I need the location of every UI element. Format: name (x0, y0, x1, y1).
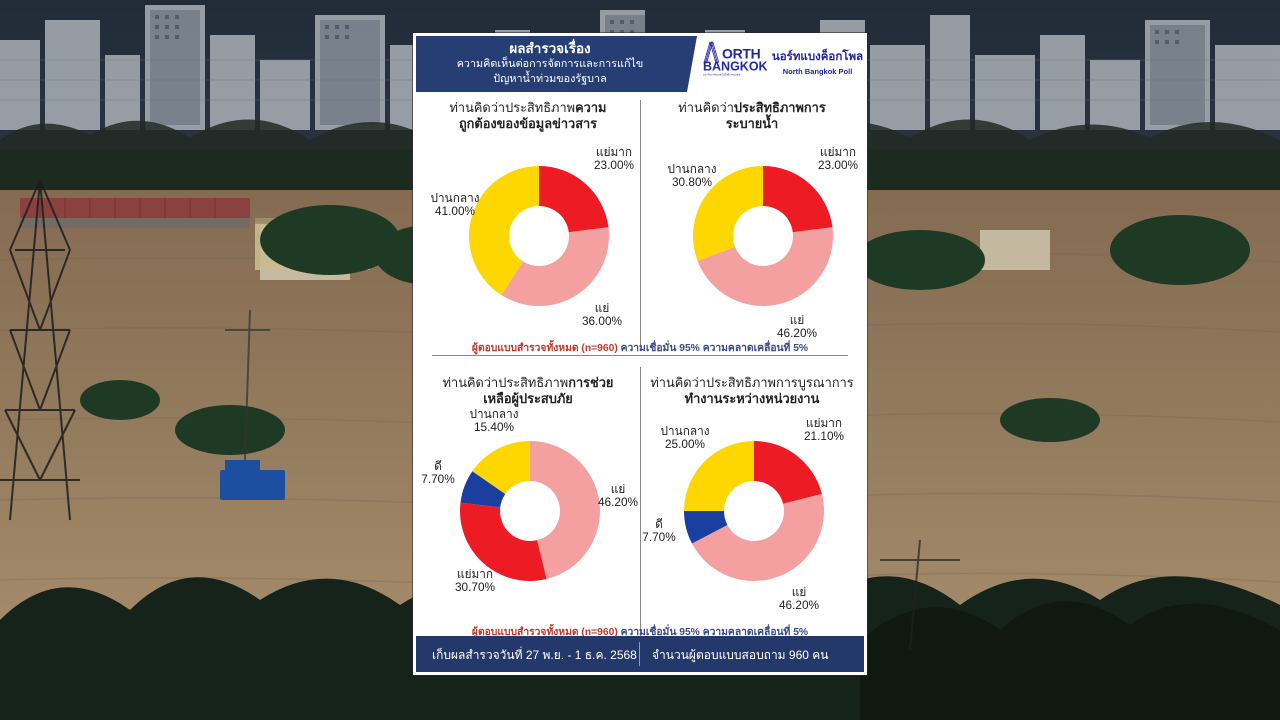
svg-text:BANGKOK: BANGKOK (703, 60, 768, 74)
svg-text:มหาวิทยาลัยเทคโนโลยีราชมงคล: มหาวิทยาลัยเทคโนโลยีราชมงคล (703, 73, 740, 77)
